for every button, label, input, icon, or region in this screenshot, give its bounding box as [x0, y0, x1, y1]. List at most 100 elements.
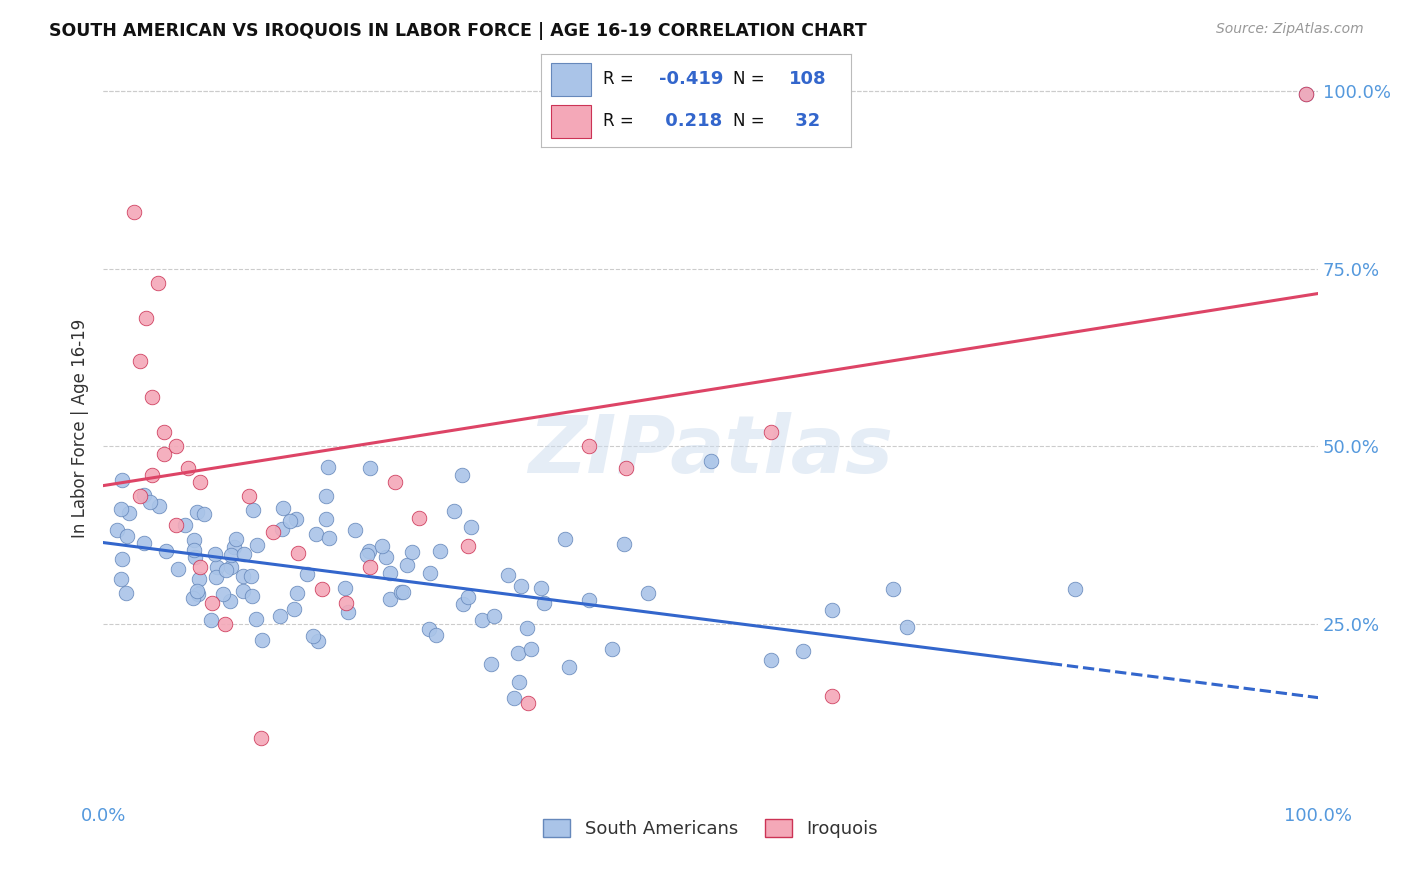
Point	[457, 539, 479, 553]
Point	[315, 511, 337, 525]
Bar	[551, 63, 591, 95]
Point	[316, 459, 339, 474]
Point	[115, 586, 138, 600]
Point	[305, 527, 328, 541]
Point	[408, 510, 430, 524]
Point	[177, 460, 200, 475]
Point	[269, 608, 291, 623]
Point	[183, 533, 205, 548]
Point	[429, 544, 451, 558]
Point	[578, 592, 600, 607]
Point	[384, 475, 406, 489]
Point	[460, 520, 482, 534]
Text: Source: ZipAtlas.com: Source: ZipAtlas.com	[1216, 22, 1364, 37]
Point	[335, 596, 357, 610]
Text: ZIPatlas: ZIPatlas	[529, 412, 893, 490]
Point	[496, 567, 519, 582]
Point	[359, 560, 381, 574]
Point	[307, 634, 329, 648]
Text: R =: R =	[603, 112, 640, 130]
Point	[359, 460, 381, 475]
Point	[183, 543, 205, 558]
Point	[105, 524, 128, 538]
Point	[451, 597, 474, 611]
Text: 108: 108	[789, 70, 827, 88]
Legend: South Americans, Iroquois: South Americans, Iroquois	[536, 812, 886, 846]
Point	[378, 566, 401, 581]
Text: N =: N =	[733, 70, 770, 88]
Point	[115, 529, 138, 543]
Point	[371, 539, 394, 553]
Point	[139, 495, 162, 509]
Point	[315, 489, 337, 503]
Point	[287, 546, 309, 560]
Y-axis label: In Labor Force | Age 16-19: In Labor Force | Age 16-19	[72, 319, 89, 539]
Point	[186, 506, 208, 520]
Point	[896, 620, 918, 634]
Point	[111, 552, 134, 566]
Point	[153, 447, 176, 461]
Point	[821, 603, 844, 617]
Point	[554, 532, 576, 546]
Point	[285, 586, 308, 600]
Point	[482, 609, 505, 624]
Point	[699, 454, 721, 468]
Point	[128, 354, 150, 368]
Point	[165, 440, 187, 454]
Point	[153, 425, 176, 440]
Point	[141, 390, 163, 404]
Point	[122, 204, 145, 219]
Point	[250, 731, 273, 746]
Point	[250, 632, 273, 647]
Point	[242, 502, 264, 516]
Point	[792, 643, 814, 657]
Point	[222, 541, 245, 555]
Point	[821, 689, 844, 703]
Point	[479, 657, 502, 671]
Point	[356, 548, 378, 562]
Point	[200, 613, 222, 627]
Point	[637, 586, 659, 600]
Point	[508, 674, 530, 689]
Point	[1295, 87, 1317, 102]
Point	[443, 504, 465, 518]
Point	[396, 558, 419, 572]
Point	[246, 538, 269, 552]
Point	[378, 592, 401, 607]
Point	[295, 567, 318, 582]
Point	[401, 545, 423, 559]
Point	[882, 582, 904, 596]
Point	[612, 537, 634, 551]
Point	[761, 653, 783, 667]
Point	[193, 508, 215, 522]
Point	[187, 586, 209, 600]
Point	[614, 460, 637, 475]
Point	[173, 518, 195, 533]
Point	[219, 548, 242, 562]
Point	[165, 517, 187, 532]
Bar	[551, 105, 591, 138]
Point	[219, 559, 242, 574]
Point	[110, 572, 132, 586]
Point	[155, 544, 177, 558]
Point	[167, 562, 190, 576]
Point	[283, 602, 305, 616]
Text: 0.218: 0.218	[659, 112, 723, 130]
Point	[240, 589, 263, 603]
Text: SOUTH AMERICAN VS IROQUOIS IN LABOR FORCE | AGE 16-19 CORRELATION CHART: SOUTH AMERICAN VS IROQUOIS IN LABOR FORC…	[49, 22, 868, 40]
Point	[186, 584, 208, 599]
Point	[148, 499, 170, 513]
Point	[201, 596, 224, 610]
Point	[425, 628, 447, 642]
Point	[533, 596, 555, 610]
Point	[1064, 582, 1087, 596]
Point	[111, 473, 134, 487]
Point	[146, 276, 169, 290]
Point	[517, 696, 540, 710]
Point	[232, 569, 254, 583]
Point	[204, 547, 226, 561]
Point	[219, 594, 242, 608]
Point	[188, 572, 211, 586]
Point	[225, 533, 247, 547]
Point	[118, 507, 141, 521]
